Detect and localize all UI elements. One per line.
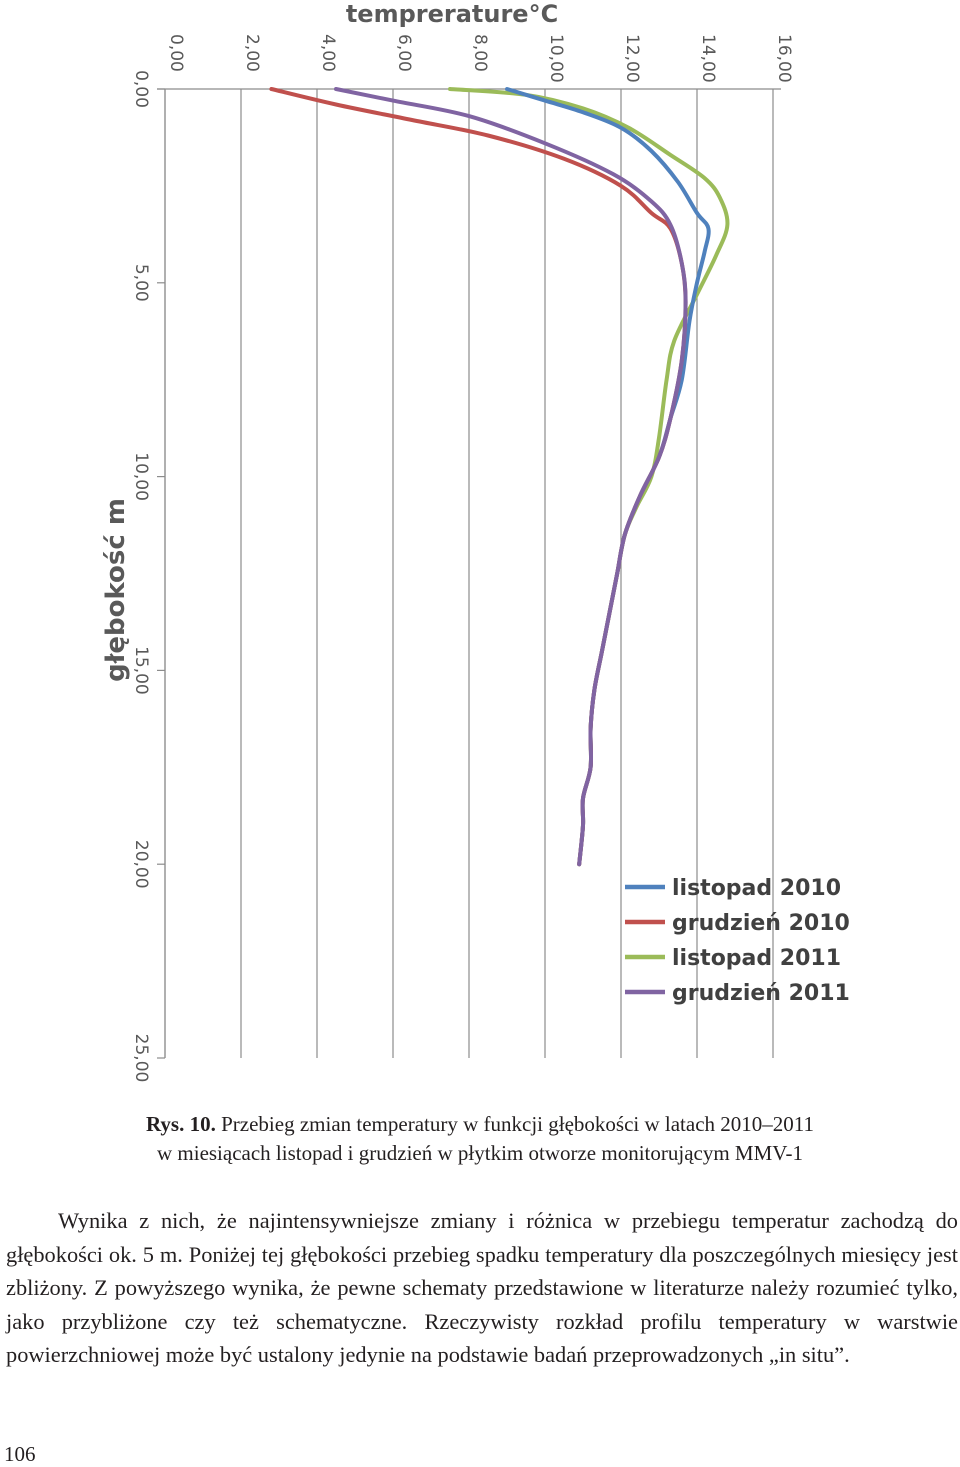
y-axis-title: głębokość m	[101, 498, 131, 682]
figure-caption-line2: w miesiącach listopad i grudzień w płytk…	[156, 1141, 804, 1165]
legend-label-0: listopad 2010	[672, 876, 841, 901]
x-tick-label-1: 2,00	[242, 34, 262, 72]
body-paragraph: Wynika z nich, że najintensywniejsze zmi…	[6, 1204, 958, 1372]
y-tick-label-2: 10,00	[131, 452, 151, 501]
y-tick-label-1: 5,00	[131, 264, 151, 302]
x-tick-label-5: 10,00	[546, 34, 566, 83]
series-line-3	[334, 87, 688, 867]
legend-label-2: listopad 2011	[672, 946, 841, 971]
page-number: 106	[4, 1442, 36, 1466]
y-tick-label-5: 25,00	[131, 1034, 151, 1083]
legend-label-1: grudzień 2010	[672, 911, 850, 936]
chart-ticks: 0,00 2,00 4,00 6,00 8,00 10,00 12,00 14,00 16,00…	[131, 34, 794, 1082]
y-tick-label-0: 0,00	[131, 70, 151, 108]
x-tick-label-7: 14,00	[698, 34, 718, 83]
x-axis-title: temprerature°C	[346, 0, 558, 28]
figure-caption: Rys. 10. Przebieg zmian temperatury w fu…	[0, 1110, 960, 1139]
chart-grid	[157, 88, 781, 1059]
figure-caption-label: Rys. 10.	[146, 1112, 216, 1136]
x-tick-label-4: 8,00	[470, 34, 490, 72]
legend-label-3: grudzień 2011	[672, 981, 850, 1006]
temperature-depth-chart: 0,00 2,00 4,00 6,00 8,00 10,00 12,00 14,00 16,00…	[101, 0, 850, 1082]
figure-caption-line1: Przebieg zmian temperatury w funkcji głę…	[221, 1112, 814, 1136]
x-tick-label-6: 12,00	[622, 34, 642, 83]
x-tick-label-8: 16,00	[774, 34, 794, 83]
y-tick-label-3: 15,00	[131, 646, 151, 695]
series-line-2	[448, 87, 730, 867]
chart-legend: listopad 2010 grudzień 2010 listopad 2011 g…	[625, 876, 850, 1006]
x-tick-label-2: 4,00	[318, 34, 338, 72]
series-line-1	[269, 87, 688, 867]
chart-series-layer	[269, 87, 730, 867]
x-tick-label-0: 0,00	[166, 34, 186, 72]
series-line-0	[505, 87, 711, 867]
body-paragraph-text: Wynika z nich, że najintensywniejsze zmi…	[6, 1208, 958, 1367]
x-tick-label-3: 6,00	[394, 34, 414, 72]
y-tick-label-4: 20,00	[131, 840, 151, 889]
